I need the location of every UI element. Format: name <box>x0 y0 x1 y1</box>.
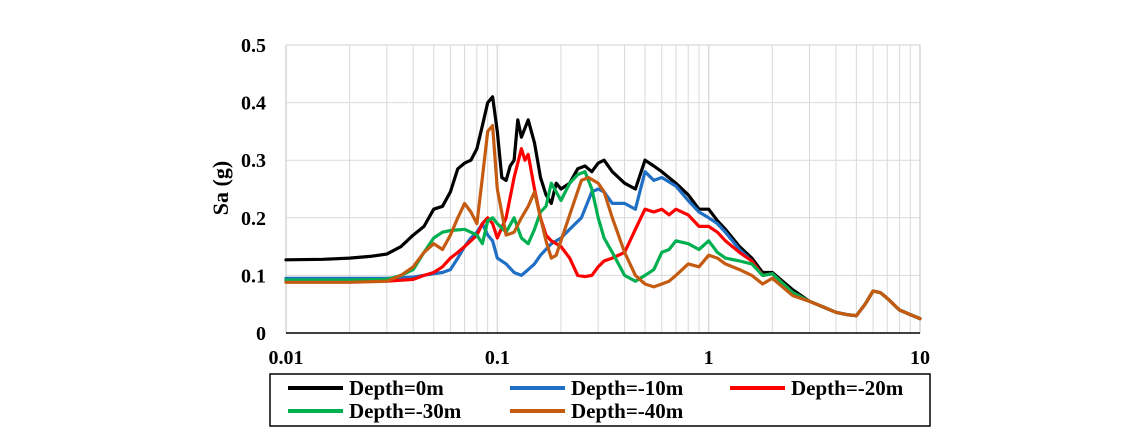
x-tick-label: 1 <box>704 347 714 369</box>
y-axis-ticks: 0 0.1 0.2 0.3 0.4 0.5 <box>241 35 266 345</box>
legend-label: Depth=0m <box>349 376 444 400</box>
x-tick-label: 10 <box>910 347 930 369</box>
series-line-0 <box>284 95 922 321</box>
x-tick-label: 0.1 <box>485 347 510 369</box>
legend-label: Depth=-30m <box>349 399 462 423</box>
x-axis-ticks: 0.01 0.1 1 10 <box>269 332 930 369</box>
legend-label: Depth=-20m <box>791 376 904 400</box>
y-axis-label: Sa (g) <box>208 161 233 215</box>
series-line-1 <box>284 170 922 321</box>
y-tick-label: 0.1 <box>241 265 266 287</box>
y-tick-label: 0.2 <box>241 208 266 230</box>
series-line-4 <box>284 124 922 321</box>
legend-label: Depth=-40m <box>571 399 684 423</box>
y-tick-label: 0.3 <box>241 150 266 172</box>
y-tick-label: 0 <box>256 323 266 345</box>
series-line-3 <box>284 170 922 321</box>
y-tick-label: 0.5 <box>241 35 266 57</box>
legend-box <box>269 373 931 427</box>
y-tick-label: 0.4 <box>241 93 266 115</box>
legend: Depth=0m Depth=-10m Depth=-20m Depth=-30m De… <box>269 373 931 427</box>
x-tick-label: 0.01 <box>269 347 304 369</box>
legend-label: Depth=-10m <box>571 376 684 400</box>
series-layer <box>284 95 922 321</box>
